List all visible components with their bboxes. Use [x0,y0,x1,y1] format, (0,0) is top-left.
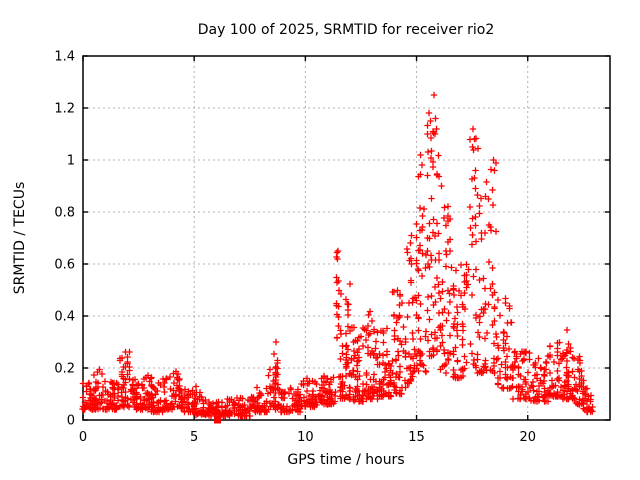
x-tick-label: 15 [408,430,425,445]
axis-tick-labels: 0 5 10 15 20 0 0.2 0.4 0.6 0.8 1 1.2 1.4 [54,50,536,446]
x-tick-label: 20 [519,430,536,445]
plus-markers [79,91,596,420]
y-tick-label: 0.2 [54,362,75,377]
scatter-points [79,91,596,424]
y-tick-label: 0.6 [54,258,75,273]
x-tick-label: 10 [297,430,314,445]
y-tick-label: 1 [67,154,75,169]
x-tick-label: 0 [79,430,87,445]
y-tick-label: 0.4 [54,310,75,325]
axis-ticks [82,55,610,421]
y-tick-label: 1.4 [54,50,75,65]
y-tick-label: 0.8 [54,206,75,221]
chart-title: Day 100 of 2025, SRMTID for receiver rio… [198,22,495,38]
y-tick-label: 1.2 [54,102,75,117]
y-tick-label: 0 [67,414,75,429]
plot-border [82,55,611,421]
square-marker [214,416,222,424]
x-axis-label: GPS time / hours [287,452,404,468]
x-tick-label: 5 [190,430,198,445]
y-axis-label: SRMTID / TECUs [12,182,28,295]
